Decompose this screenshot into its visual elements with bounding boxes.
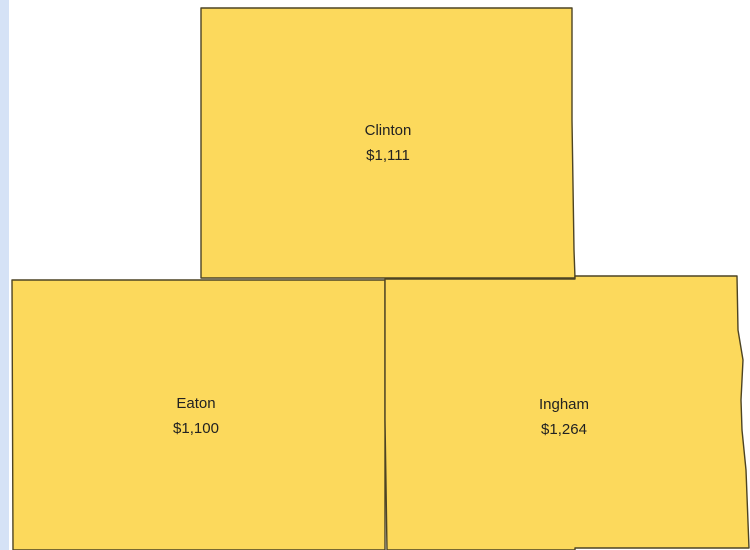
region-label: $1,264 <box>541 421 587 438</box>
region-name: Ingham <box>539 396 589 413</box>
side-strip <box>0 0 9 550</box>
region-name: Clinton <box>365 122 412 139</box>
region-name: Eaton <box>176 395 215 412</box>
county-ingham <box>384 275 750 550</box>
county-eaton <box>11 279 386 550</box>
region-label: $1,100 <box>173 420 219 437</box>
region-label: $1,111 <box>366 147 410 164</box>
county-clinton <box>200 7 576 279</box>
